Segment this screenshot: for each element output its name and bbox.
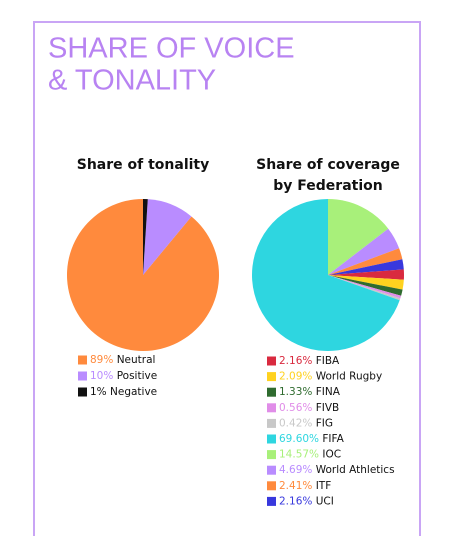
legend-value: 2.16% bbox=[279, 495, 312, 507]
legend-value: 2.16% bbox=[279, 355, 312, 367]
legend-entry: 89% Neutral bbox=[90, 354, 155, 366]
legend-swatch bbox=[267, 450, 276, 460]
legend-entry: 0.56% FIVB bbox=[279, 402, 339, 414]
legend-swatch bbox=[267, 403, 276, 413]
chart-title: Share of coverage bbox=[256, 157, 400, 173]
legend-value: 2.09% bbox=[279, 371, 312, 383]
legend-label: World Athletics bbox=[316, 464, 395, 476]
pie-slice bbox=[328, 269, 404, 280]
legend-value: 89% bbox=[90, 354, 113, 366]
legend-entry: 1% Negative bbox=[90, 386, 157, 398]
pie-slice bbox=[251, 199, 400, 351]
legend-swatch bbox=[78, 355, 87, 365]
legend-label: IOC bbox=[322, 449, 341, 461]
legend-swatch bbox=[267, 372, 276, 382]
legend-swatch bbox=[78, 387, 87, 397]
page-title: SHARE OF VOICE bbox=[48, 33, 295, 65]
legend-swatch bbox=[267, 434, 276, 444]
legend-label: ITF bbox=[316, 480, 332, 492]
legend-swatch bbox=[267, 481, 276, 491]
legend-entry: 14.57% IOC bbox=[279, 449, 341, 461]
legend-value: 2.41% bbox=[279, 480, 312, 492]
legend-value: 14.57% bbox=[279, 449, 319, 461]
pie-slice bbox=[328, 275, 403, 296]
legend-entry: 2.16% FIBA bbox=[279, 355, 340, 367]
frame bbox=[33, 21, 421, 536]
legend-entry: 0.42% FIG bbox=[279, 417, 333, 429]
legend-swatch bbox=[267, 387, 276, 397]
legend-label: World Rugby bbox=[316, 371, 382, 383]
chart-title: Share of tonality bbox=[77, 157, 210, 173]
legend-label: FIVB bbox=[316, 402, 340, 414]
legend-value: 0.56% bbox=[279, 402, 312, 414]
legend-swatch bbox=[78, 371, 87, 381]
pie-slice bbox=[328, 275, 404, 290]
legend-value: 4.69% bbox=[279, 464, 312, 476]
pie-slice bbox=[328, 275, 402, 299]
legend-swatch bbox=[267, 465, 276, 475]
legend-swatch bbox=[267, 356, 276, 366]
legend-entry: 1.33% FINA bbox=[279, 386, 341, 398]
legend-entry: 2.16% UCI bbox=[279, 495, 334, 507]
legend-value: 10% bbox=[90, 370, 113, 382]
pie-slice bbox=[328, 248, 403, 275]
legend-entry: 4.69% World Athletics bbox=[279, 464, 395, 476]
legend-swatch bbox=[267, 418, 276, 428]
legend-label: Neutral bbox=[117, 354, 156, 366]
legend-swatch bbox=[267, 496, 276, 506]
legend-label: UCI bbox=[316, 495, 334, 507]
pie-slice bbox=[328, 275, 401, 301]
legend-value: 69.60% bbox=[279, 433, 319, 445]
legend-entry: 69.60% FIFA bbox=[279, 433, 345, 445]
legend-entry: 2.09% World Rugby bbox=[279, 371, 382, 383]
pie-slice bbox=[143, 199, 148, 275]
legend-value: 0.42% bbox=[279, 417, 312, 429]
chart-title: by Federation bbox=[273, 178, 382, 194]
legend-label: FIG bbox=[316, 417, 333, 429]
pie-slice bbox=[328, 228, 400, 275]
legend-value: 1% bbox=[90, 386, 107, 398]
legend-label: Positive bbox=[117, 370, 157, 382]
legend-label: FINA bbox=[316, 386, 341, 398]
page-title: & TONALITY bbox=[48, 65, 216, 97]
legend-value: 1.33% bbox=[279, 386, 312, 398]
legend-entry: 2.41% ITF bbox=[279, 480, 331, 492]
legend-label: FIFA bbox=[322, 433, 344, 445]
legend-label: FIBA bbox=[316, 355, 340, 367]
pie-slice bbox=[143, 199, 192, 275]
pie-slice bbox=[328, 259, 404, 275]
legend-label: Negative bbox=[110, 386, 157, 398]
legend-entry: 10% Positive bbox=[90, 370, 157, 382]
pie-slice bbox=[328, 199, 389, 275]
